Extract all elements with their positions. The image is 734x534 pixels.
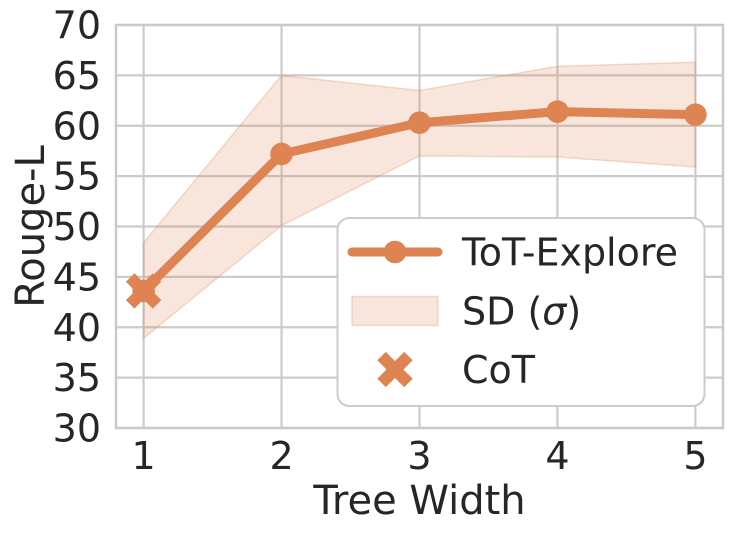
x-tick-label: 5 — [683, 434, 707, 478]
tot-explore-point — [684, 103, 707, 126]
x-axis-label: Tree Width — [312, 478, 525, 524]
sd-band — [142, 61, 697, 340]
legend-label-sd: SD (σ) — [462, 290, 581, 334]
x-tick-label: 3 — [407, 434, 431, 478]
y-axis-label: Rouge-L — [8, 145, 54, 308]
x-tick-label: 1 — [131, 434, 155, 478]
legend-band-swatch — [351, 295, 439, 327]
tot-explore-point — [546, 100, 569, 123]
legend-box — [336, 217, 706, 407]
x-tick-label: 2 — [269, 434, 293, 478]
tot-explore-point — [408, 111, 431, 135]
y-tick-label: 35 — [53, 356, 101, 400]
legend-label-cot: CoT — [462, 348, 536, 392]
legend-label-tot-explore: ToT-Explore — [461, 231, 678, 275]
y-tick-label: 45 — [53, 255, 101, 299]
y-tick-label: 30 — [53, 407, 101, 451]
y-tick-label: 65 — [53, 54, 101, 98]
x-tick-label: 4 — [545, 434, 569, 478]
y-tick-label: 40 — [53, 306, 101, 350]
y-tick-label: 50 — [53, 205, 101, 249]
cot-x-marker — [125, 273, 162, 309]
legend-x-marker — [377, 351, 413, 388]
y-tick-label: 60 — [53, 104, 101, 148]
y-tick-label: 55 — [53, 155, 101, 199]
x-marker-bar — [125, 273, 162, 309]
y-tick-label: 70 — [53, 4, 101, 48]
plot-border — [114, 23, 725, 430]
legend-circle-marker — [383, 240, 407, 264]
tot-explore-point — [270, 142, 293, 166]
legend: ToT-Explore SD (σ) CoT — [336, 217, 706, 407]
x-marker-bar — [377, 351, 413, 388]
